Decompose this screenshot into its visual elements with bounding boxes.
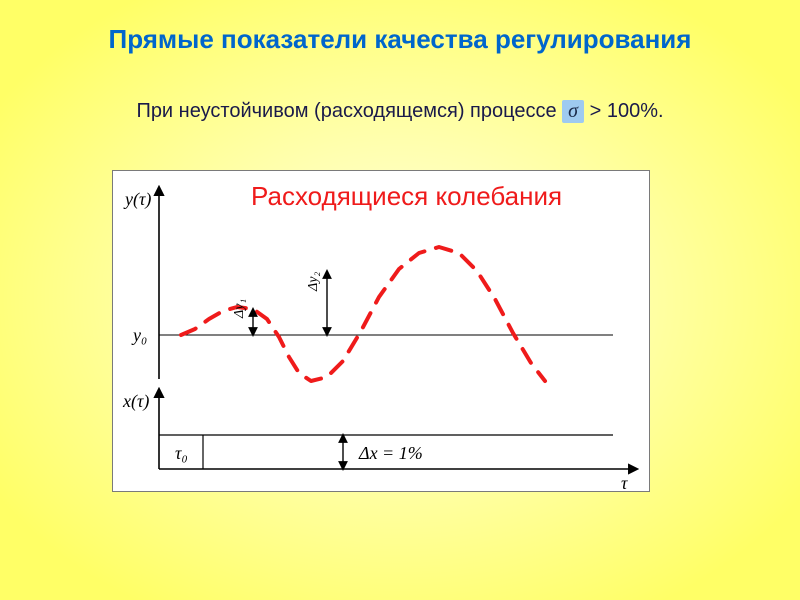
- svg-text:Δx = 1%: Δx = 1%: [358, 443, 423, 463]
- sigma-symbol: σ: [562, 100, 584, 123]
- svg-text:y₀: y₀: [131, 325, 147, 345]
- subtitle: При неустойчивом (расходящемся) процессе…: [0, 100, 800, 123]
- chart-container: y(τ) y₀ Δy₁ Δy₂ Расходящиеся колебания x(τ) τ₀…: [112, 170, 650, 492]
- svg-text:Δy₁: Δy₁: [232, 299, 247, 319]
- subtitle-pre: При неустойчивом (расходящемся) процессе: [136, 100, 562, 122]
- slide: Прямые показатели качества регулирования…: [0, 0, 800, 600]
- slide-title: Прямые показатели качества регулирования: [0, 24, 800, 55]
- svg-text:y(τ): y(τ): [123, 189, 151, 210]
- svg-text:τ₀: τ₀: [175, 443, 188, 463]
- subtitle-post: > 100%.: [590, 100, 664, 122]
- svg-text:Расходящиеся колебания: Расходящиеся колебания: [251, 181, 562, 211]
- svg-text:τ: τ: [621, 473, 628, 491]
- svg-text:Δy₂: Δy₂: [306, 272, 321, 292]
- chart-svg: y(τ) y₀ Δy₁ Δy₂ Расходящиеся колебания x(τ) τ₀…: [113, 171, 649, 491]
- svg-text:x(τ): x(τ): [122, 391, 149, 412]
